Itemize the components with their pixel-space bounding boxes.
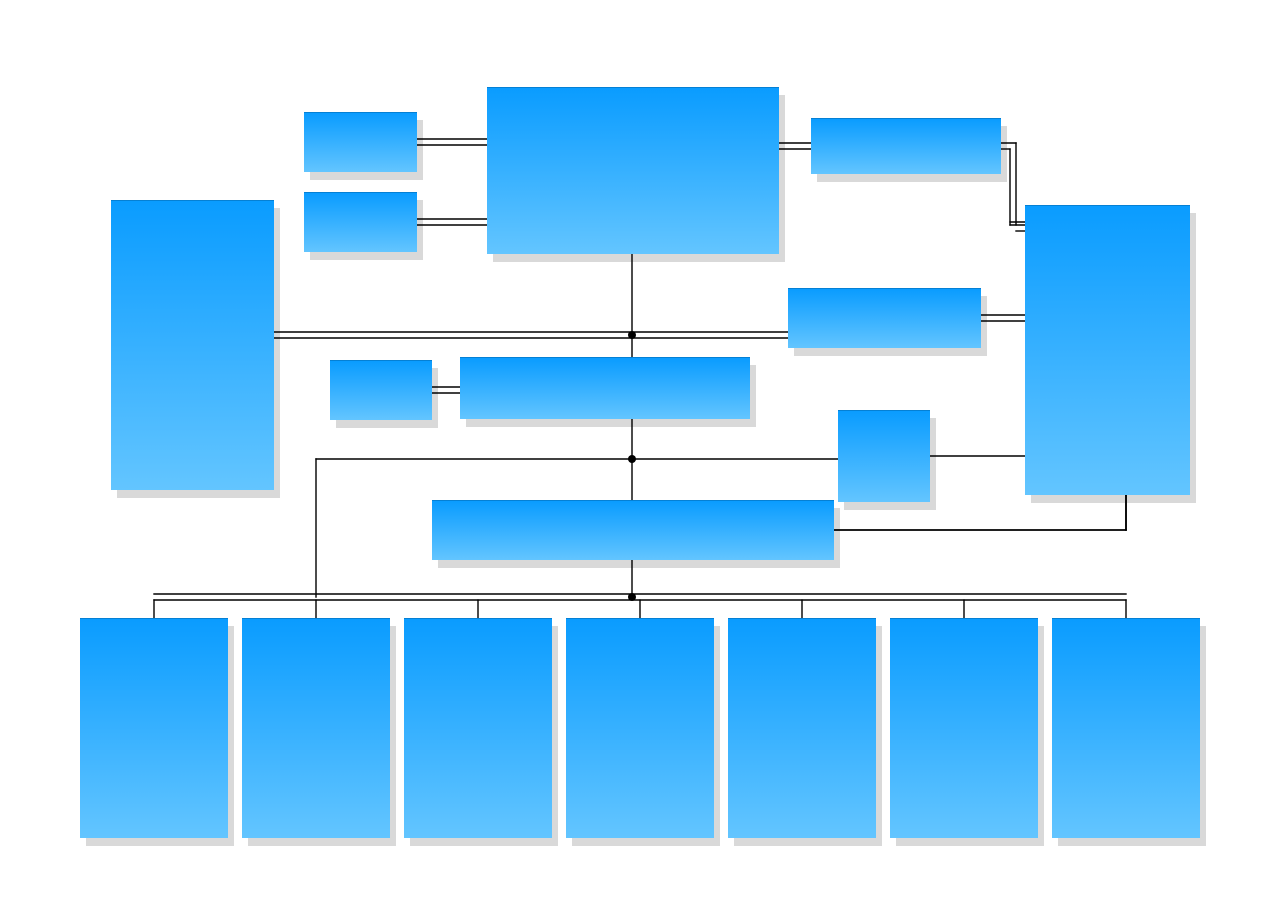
node-mid_right (788, 288, 981, 348)
node-mid_wide (460, 357, 750, 419)
node-b2 (242, 618, 390, 838)
node-right_big (1025, 205, 1190, 495)
node-b6 (890, 618, 1038, 838)
org-chart-canvas (0, 0, 1280, 904)
node-b7 (1052, 618, 1200, 838)
node-sq (838, 410, 930, 502)
node-left_big (111, 200, 274, 490)
node-tr1 (811, 118, 1001, 174)
node-top (487, 87, 779, 254)
node-b4 (566, 618, 714, 838)
node-bar (432, 500, 834, 560)
node-tl2 (304, 192, 417, 252)
node-mid_small (330, 360, 432, 420)
node-b3 (404, 618, 552, 838)
node-b1 (80, 618, 228, 838)
node-tl1 (304, 112, 417, 172)
node-b5 (728, 618, 876, 838)
